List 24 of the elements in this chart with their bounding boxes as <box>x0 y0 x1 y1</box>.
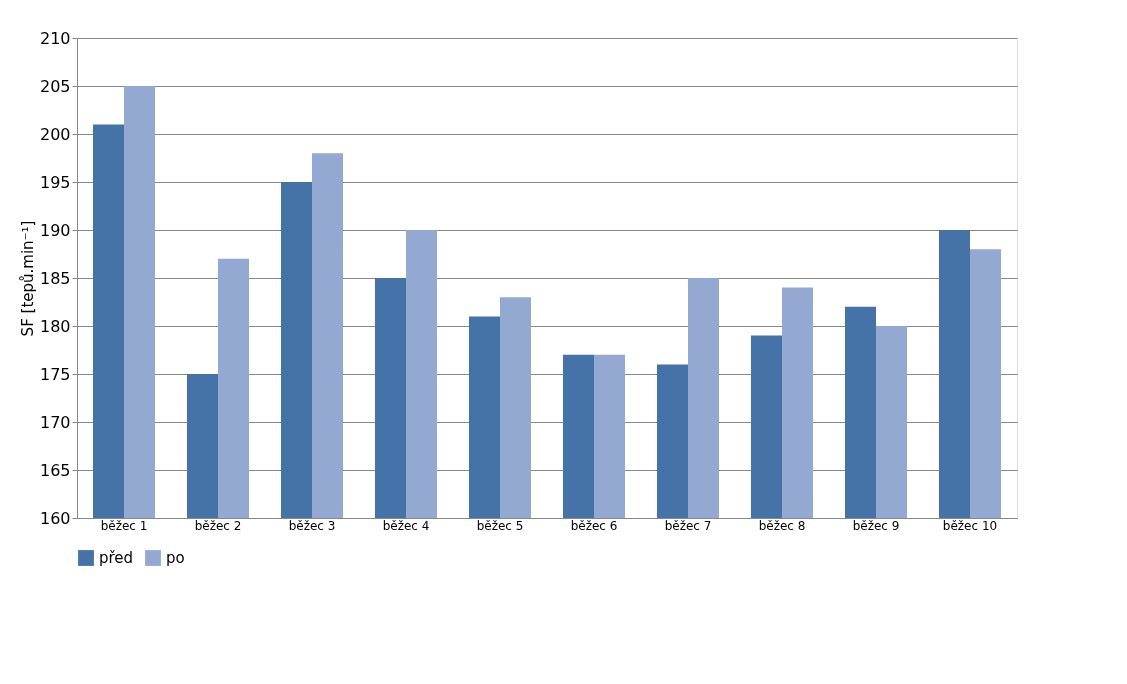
y-tick-label: 185 <box>39 268 71 288</box>
y-tick-label: 195 <box>39 172 71 192</box>
y-tick-label: 175 <box>39 364 71 384</box>
y-axis-title: SF [tepů.min⁻¹] <box>18 220 37 337</box>
y-tick-label: 170 <box>39 412 71 432</box>
x-tick-label: běžec 10 <box>942 518 998 533</box>
y-tick-label: 165 <box>39 460 71 480</box>
x-tick-label: běžec 6 <box>570 518 618 533</box>
x-tick-label: běžec 2 <box>194 518 242 533</box>
y-tick-label: 205 <box>39 76 71 96</box>
y-tick-label: 190 <box>39 220 71 240</box>
y-tick-label: 180 <box>39 316 71 336</box>
y-tick-label: 210 <box>39 28 71 48</box>
legend-label: před <box>99 549 134 567</box>
x-tick-label: běžec 7 <box>664 518 712 533</box>
y-tick-label: 200 <box>39 124 71 144</box>
y-tick-label: 160 <box>39 508 71 528</box>
x-tick-label: běžec 4 <box>382 518 430 533</box>
x-tick-label: běžec 5 <box>476 518 524 533</box>
x-tick-label: běžec 3 <box>288 518 336 533</box>
legend-label: po <box>166 549 185 567</box>
x-tick-label: běžec 8 <box>758 518 806 533</box>
x-tick-label: běžec 1 <box>100 518 148 533</box>
x-tick-label: běžec 9 <box>852 518 900 533</box>
